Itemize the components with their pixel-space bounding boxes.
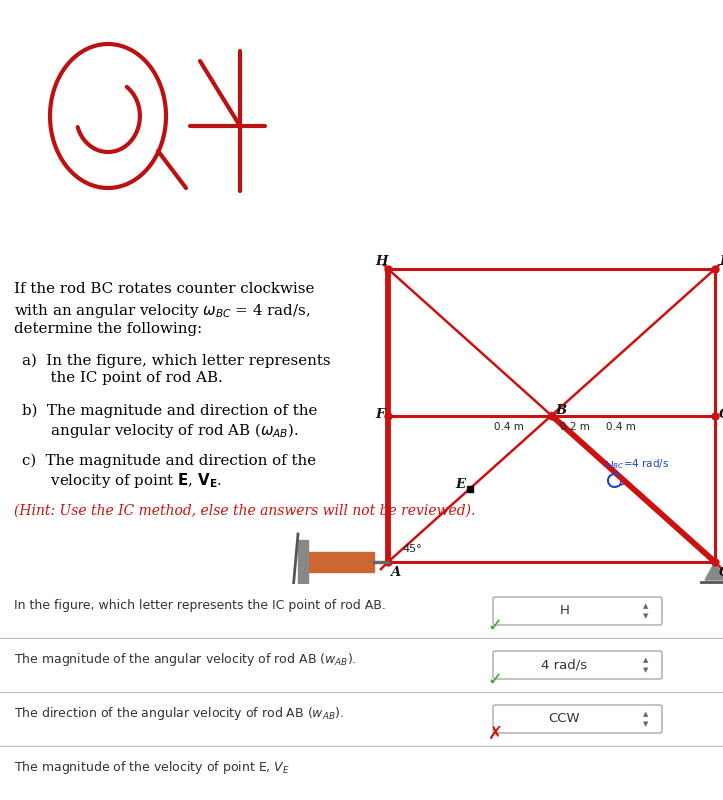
FancyBboxPatch shape: [493, 597, 662, 625]
Text: H: H: [375, 255, 388, 268]
Text: 4 rad/s: 4 rad/s: [542, 658, 587, 671]
Text: 45°: 45°: [402, 544, 422, 554]
Text: D: D: [719, 255, 723, 268]
Text: CCW: CCW: [549, 713, 580, 726]
Text: The magnitude of the velocity of point E, $V_E$: The magnitude of the velocity of point E…: [14, 759, 290, 777]
Text: ▼: ▼: [643, 613, 649, 619]
Text: ▼: ▼: [643, 667, 649, 673]
Text: The direction of the angular velocity of rod AB ($w_{AB}$).: The direction of the angular velocity of…: [14, 706, 344, 722]
Text: The magnitude of the angular velocity of rod AB ($w_{AB}$).: The magnitude of the angular velocity of…: [14, 651, 356, 669]
Text: ✓: ✓: [487, 671, 502, 689]
Text: $\omega_{BC}$=4 rad/s: $\omega_{BC}$=4 rad/s: [604, 458, 669, 471]
Text: H: H: [560, 605, 569, 618]
Text: B: B: [555, 403, 567, 417]
Text: ✓: ✓: [487, 617, 502, 635]
Text: 0.4 m: 0.4 m: [607, 422, 636, 431]
Text: b)  The magnitude and direction of the
      angular velocity of rod AB ($\omega: b) The magnitude and direction of the an…: [22, 404, 317, 440]
Text: with an angular velocity $\omega_{BC}$ = 4 rad/s,: with an angular velocity $\omega_{BC}$ =…: [14, 302, 310, 320]
Text: If the rod BC rotates counter clockwise: If the rod BC rotates counter clockwise: [14, 282, 315, 296]
FancyBboxPatch shape: [493, 705, 662, 733]
Polygon shape: [705, 562, 723, 580]
Text: 0.2 m: 0.2 m: [560, 422, 589, 431]
Text: F: F: [375, 407, 385, 421]
Text: ✗: ✗: [487, 725, 502, 743]
FancyBboxPatch shape: [493, 651, 662, 679]
Text: 0.4 m: 0.4 m: [494, 422, 523, 431]
Bar: [306, 552, 374, 572]
Text: (Hint: Use the IC method, else the answers will not be reviewed).: (Hint: Use the IC method, else the answe…: [14, 504, 476, 518]
Text: ▼: ▼: [643, 721, 649, 727]
Text: G: G: [719, 407, 723, 421]
Text: determine the following:: determine the following:: [14, 322, 202, 336]
Text: A: A: [390, 566, 401, 579]
Text: C: C: [719, 566, 723, 579]
Text: In the figure, which letter represents the IC point of rod AB.: In the figure, which letter represents t…: [14, 599, 386, 613]
Text: ▲: ▲: [643, 711, 649, 717]
Text: c)  The magnitude and direction of the
      velocity of point $\mathbf{E}$, $\m: c) The magnitude and direction of the ve…: [22, 454, 316, 490]
Text: E: E: [455, 478, 466, 490]
Bar: [298, 540, 308, 584]
Text: a)  In the figure, which letter represents
      the IC point of rod AB.: a) In the figure, which letter represent…: [22, 354, 330, 385]
Text: ▲: ▲: [643, 657, 649, 663]
Text: ▲: ▲: [643, 603, 649, 609]
